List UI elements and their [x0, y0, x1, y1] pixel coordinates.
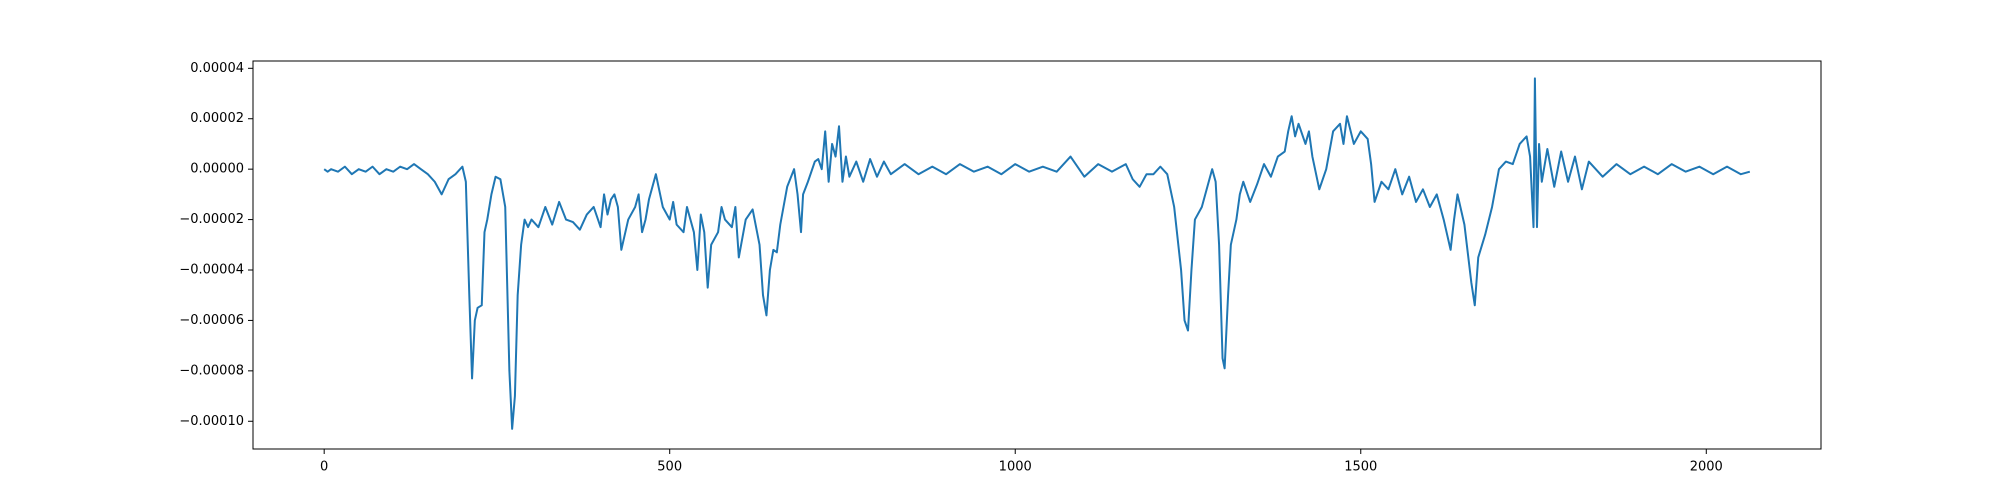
x-tick-label: 0	[320, 460, 328, 475]
data-line	[323, 77, 1751, 430]
y-tick-label: −0.00008	[179, 363, 244, 378]
x-tick-label: 2000	[1690, 460, 1723, 475]
x-tick-label: 1000	[999, 460, 1032, 475]
x-tick-label: 1500	[1344, 460, 1377, 475]
y-tick-label: −0.00006	[179, 313, 244, 328]
x-tick-label: 500	[657, 460, 682, 475]
y-tick-label: 0.00002	[190, 111, 244, 126]
y-tick-label: 0.00000	[190, 162, 244, 177]
y-tick-label: −0.00010	[179, 414, 244, 429]
plot-frame	[252, 60, 1822, 450]
y-tick-label: −0.00002	[179, 212, 244, 227]
y-tick-label: 0.00004	[190, 61, 244, 76]
y-tick-label: −0.00004	[179, 263, 244, 278]
